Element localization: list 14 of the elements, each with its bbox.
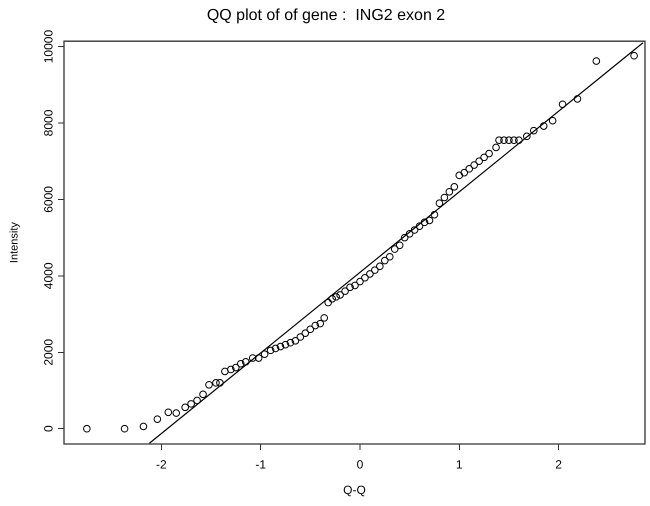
y-tick-label: 4000	[41, 262, 56, 290]
y-tick-label: 8000	[41, 109, 56, 136]
y-tick-label: 10000	[41, 30, 56, 64]
x-tick-label: -2	[156, 458, 167, 472]
y-axis-title: Intensity	[8, 222, 21, 264]
chart-title: QQ plot of of gene : ING2 exon 2	[206, 7, 446, 24]
y-tick-label: 6000	[41, 186, 56, 213]
x-tick-label: -1	[255, 458, 266, 472]
x-tick-label: 2	[555, 458, 562, 472]
y-tick-label: 0	[41, 425, 56, 432]
x-tick-label: 1	[456, 458, 463, 472]
x-axis-title: Q-Q	[343, 483, 366, 498]
x-tick-label: 0	[356, 458, 364, 472]
y-tick-label: 2000	[41, 338, 56, 366]
